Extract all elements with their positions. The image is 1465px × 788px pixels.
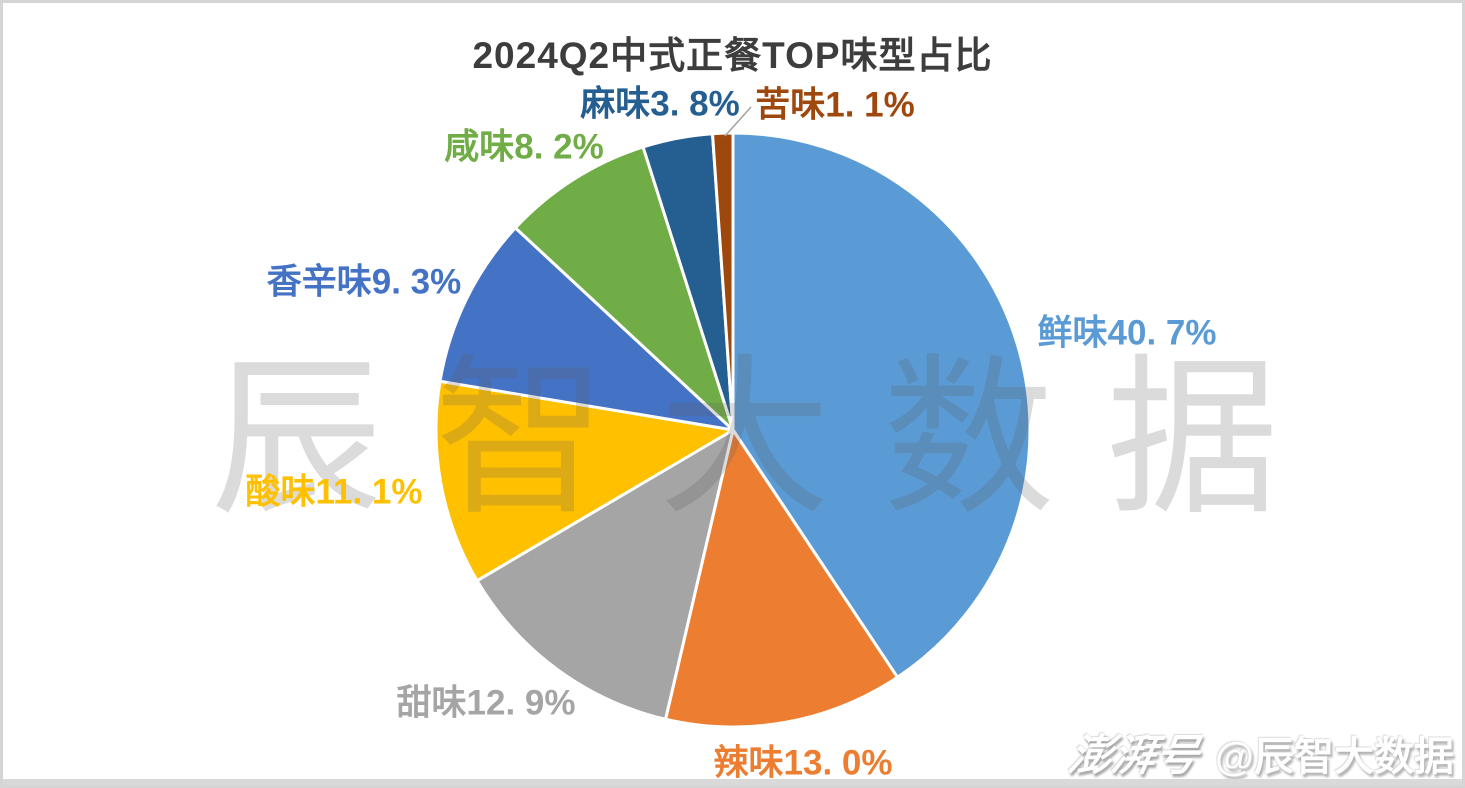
slice-label-甜味: 甜味12. 9% [396,683,576,723]
slice-label-咸味: 咸味8. 2% [444,127,604,167]
pie-chart-svg [434,106,1032,729]
leader-line [724,106,752,137]
slice-label-酸味: 酸味11. 1% [245,472,423,512]
bottom-border-strip [3,779,1462,785]
pie-slice-辣味 [664,428,899,729]
pengpai-logo: 澎湃号 [1065,732,1203,780]
chart-title: 2024Q2中式正餐TOP味型占比 [472,35,993,76]
account-handle: @辰智大数据 [1214,735,1454,779]
pie-slice-甜味 [475,428,735,721]
slice-label-麻味: 麻味3. 8% [580,84,740,124]
pie-slice-香辛味 [438,226,735,432]
pie-slice-咸味 [513,145,735,432]
pie-slice-苦味 [711,131,735,432]
slice-label-辣味: 辣味13. 0% [713,743,893,783]
slice-label-鲜味: 鲜味40. 7% [1037,313,1217,353]
slice-labels: 鲜味40. 7% 辣味13. 0% 甜味12. 9% 酸味11. 1% 香辛味9. 3%… [3,3,1462,785]
bottom-watermark: 澎湃号 @辰智大数据 [1065,721,1454,783]
slice-label-香辛味: 香辛味9. 3% [266,262,462,302]
pie-slice-酸味 [434,379,735,583]
slice-label-苦味: 苦味1. 1% [755,85,915,125]
